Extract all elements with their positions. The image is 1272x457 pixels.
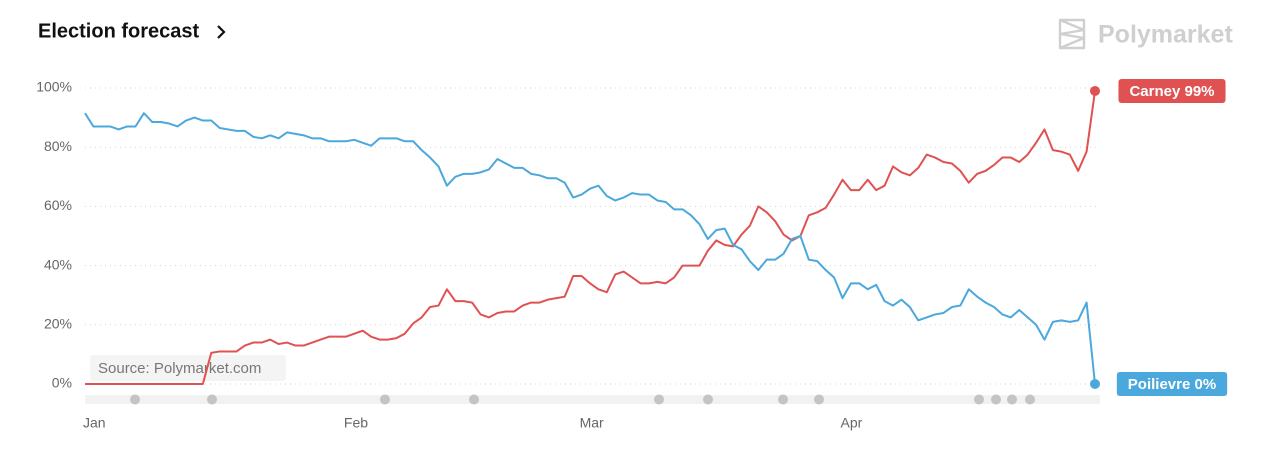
end-dot <box>1090 379 1100 389</box>
brand-name: Polymarket <box>1098 21 1233 49</box>
y-tick-label: 60% <box>44 197 72 213</box>
title-chevron[interactable] <box>217 25 226 39</box>
y-tick-label: 40% <box>44 256 72 272</box>
event-dot[interactable] <box>1025 394 1035 405</box>
end-label: Poilievre 0% <box>1128 376 1216 393</box>
source-watermark-box <box>90 355 286 381</box>
chart-title[interactable]: Election forecast <box>38 20 200 42</box>
event-dot[interactable] <box>469 394 479 405</box>
event-dot[interactable] <box>814 394 824 405</box>
event-dot[interactable] <box>130 394 140 405</box>
event-dot[interactable] <box>654 394 664 405</box>
end-dot <box>1090 85 1100 96</box>
event-dot[interactable] <box>974 394 984 405</box>
y-tick-label: 20% <box>44 316 72 332</box>
y-tick-label: 100% <box>36 79 72 95</box>
series-line <box>85 90 1096 385</box>
event-dot[interactable] <box>991 394 1001 405</box>
x-tick-label: Mar <box>580 415 604 431</box>
x-tick-label: Apr <box>841 415 863 431</box>
end-label-box <box>1116 372 1228 396</box>
event-markers <box>130 394 1035 405</box>
timeline-strip <box>85 395 1100 404</box>
event-dot[interactable] <box>207 394 217 405</box>
y-tick-label: 80% <box>44 138 72 154</box>
event-dot[interactable] <box>778 394 788 405</box>
x-tick-label: Jan <box>83 415 106 431</box>
source-watermark: Source: Polymarket.com <box>98 360 261 377</box>
y-tick-label: 0% <box>52 375 72 391</box>
x-tick-label: Feb <box>344 415 368 431</box>
series-line <box>84 112 1096 385</box>
event-dot[interactable] <box>703 394 713 405</box>
end-label: Carney 99% <box>1129 83 1214 100</box>
end-label-box <box>1118 78 1226 103</box>
brand-icon <box>1058 18 1086 50</box>
event-dot[interactable] <box>380 394 390 405</box>
event-dot[interactable] <box>1007 394 1017 405</box>
brand-logo: Polymarket <box>1058 18 1233 50</box>
